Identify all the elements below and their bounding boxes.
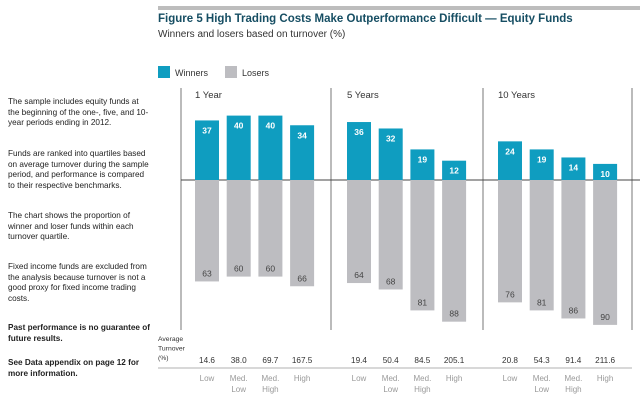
- turnover-axis-label: Turnover: [158, 346, 186, 353]
- data-label-winners: 19: [418, 154, 428, 164]
- data-label-losers: 81: [537, 297, 547, 307]
- legend-label-winners: Winners: [175, 68, 209, 78]
- bar-losers: [226, 180, 251, 277]
- bar-winners: [442, 160, 467, 180]
- data-label-winners: 10: [600, 169, 610, 179]
- quartile-label: Low: [231, 385, 246, 394]
- data-label-losers: 88: [449, 309, 459, 319]
- quartile-label: High: [414, 385, 430, 394]
- bar-losers: [347, 180, 371, 284]
- top-rule: [158, 6, 640, 10]
- turnover-value: 84.5: [414, 356, 430, 365]
- side-note: See Data appendix on page 12 for more in…: [8, 358, 140, 378]
- bar-losers: [258, 180, 283, 277]
- data-label-winners: 12: [449, 166, 459, 176]
- panel-label: 5 Years: [347, 90, 379, 101]
- bar-winners: [378, 128, 403, 180]
- quartile-label: Med.: [565, 374, 583, 383]
- bar-losers: [290, 180, 315, 287]
- bar-losers: [561, 180, 586, 319]
- legend-label-losers: Losers: [242, 68, 270, 78]
- quartile-label: High: [262, 385, 278, 394]
- bar-winners: [498, 141, 522, 180]
- data-label-winners: 40: [266, 121, 276, 131]
- panel-label: 1 Year: [195, 90, 222, 101]
- data-label-winners: 32: [386, 133, 396, 143]
- data-label-winners: 40: [234, 121, 244, 131]
- panel-label: 10 Years: [498, 90, 535, 101]
- data-label-losers: 68: [386, 276, 396, 286]
- quartile-label: Med.: [382, 374, 400, 383]
- turnover-value: 167.5: [292, 356, 313, 365]
- data-label-losers: 86: [569, 305, 579, 315]
- data-label-losers: 60: [234, 264, 244, 274]
- bar-winners: [561, 157, 586, 180]
- quartile-label: Low: [503, 374, 518, 383]
- bar-winners: [529, 149, 554, 180]
- bar-losers: [498, 180, 522, 303]
- data-label-losers: 90: [600, 312, 610, 322]
- turnover-axis-label: Average: [158, 336, 183, 343]
- turnover-value: 211.6: [595, 356, 615, 365]
- data-label-winners: 19: [537, 154, 547, 164]
- bar-winners: [226, 115, 251, 180]
- bar-losers: [195, 180, 219, 282]
- legend-swatch-losers: [225, 66, 237, 78]
- quartile-label: Med.: [533, 374, 551, 383]
- side-note: Fixed income funds are excluded from the…: [8, 262, 147, 303]
- bar-losers: [529, 180, 554, 311]
- data-label-winners: 34: [297, 130, 307, 140]
- quartile-label: Low: [534, 385, 549, 394]
- bar-winners: [410, 149, 435, 180]
- data-label-winners: 37: [202, 125, 212, 135]
- bar-losers: [442, 180, 467, 322]
- quartile-label: Low: [383, 385, 398, 394]
- legend-swatch-winners: [158, 66, 170, 78]
- data-label-winners: 24: [505, 146, 515, 156]
- side-note: The chart shows the proportion of winner…: [8, 211, 134, 241]
- data-label-winners: 36: [354, 127, 364, 137]
- chart-subtitle: Winners and losers based on turnover (%): [158, 29, 346, 40]
- quartile-label: Med.: [262, 374, 280, 383]
- quartile-label: High: [565, 385, 581, 394]
- quartile-label: Low: [352, 374, 367, 383]
- side-note: Funds are ranked into quartiles based on…: [8, 149, 149, 190]
- bar-losers: [410, 180, 435, 311]
- data-label-losers: 66: [297, 273, 307, 283]
- quartile-label: High: [446, 374, 462, 383]
- data-label-losers: 64: [354, 270, 364, 280]
- data-label-losers: 63: [202, 268, 212, 278]
- data-label-winners: 14: [569, 162, 579, 172]
- turnover-value: 20.8: [502, 356, 518, 365]
- turnover-value: 91.4: [565, 356, 581, 365]
- turnover-value: 38.0: [231, 356, 247, 365]
- data-label-losers: 60: [266, 264, 276, 274]
- quartile-label: High: [597, 374, 613, 383]
- turnover-value: 205.1: [444, 356, 465, 365]
- bar-winners: [195, 120, 219, 180]
- quartile-label: Med.: [414, 374, 432, 383]
- data-label-losers: 81: [418, 297, 428, 307]
- bar-winners: [258, 115, 283, 180]
- quartile-label: Med.: [230, 374, 248, 383]
- turnover-value: 50.4: [383, 356, 399, 365]
- turnover-axis-label: (%): [158, 355, 169, 362]
- bar-losers: [593, 180, 618, 325]
- turnover-value: 19.4: [351, 356, 367, 365]
- turnover-value: 14.6: [199, 356, 215, 365]
- turnover-value: 69.7: [262, 356, 278, 365]
- data-label-losers: 76: [505, 289, 515, 299]
- side-note: The sample includes equity funds at the …: [8, 97, 149, 127]
- side-note: Past performance is no guarantee of futu…: [8, 323, 150, 343]
- turnover-value: 54.3: [534, 356, 550, 365]
- bar-winners: [593, 163, 618, 180]
- bar-winners: [290, 125, 315, 180]
- quartile-label: High: [294, 374, 310, 383]
- bar-winners: [347, 122, 371, 180]
- chart-title: Figure 5 High Trading Costs Make Outperf…: [158, 13, 573, 25]
- bar-losers: [378, 180, 403, 290]
- quartile-label: Low: [200, 374, 215, 383]
